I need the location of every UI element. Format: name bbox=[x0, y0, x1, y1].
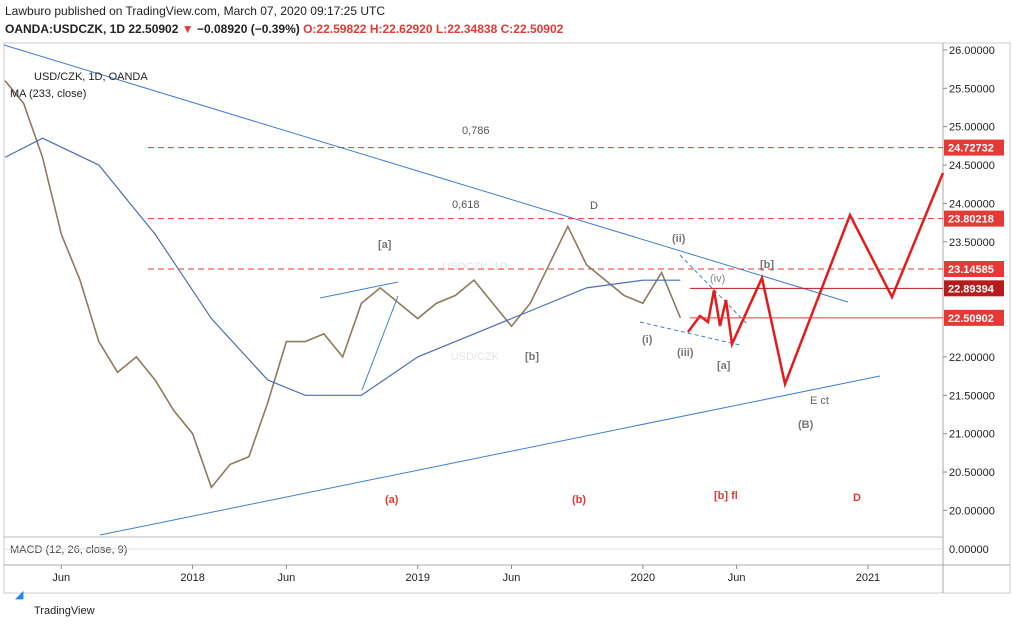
drawings bbox=[3, 44, 945, 536]
arrow: ▼ bbox=[182, 22, 194, 36]
change: −0.08920 (−0.39%) bbox=[197, 22, 300, 36]
wave-label: 0,618 bbox=[452, 199, 480, 211]
y-tick-label: 26.00000 bbox=[949, 45, 995, 57]
trend-line bbox=[361, 295, 399, 391]
y-tick-label: 22.00000 bbox=[949, 352, 995, 364]
y-tick-label: 25.50000 bbox=[949, 83, 995, 95]
y-tick-label: 25.00000 bbox=[949, 122, 995, 134]
wave-label: (b) bbox=[572, 494, 586, 506]
y-tick-label: 24.00000 bbox=[949, 198, 995, 210]
y-tick-label: 23.50000 bbox=[949, 237, 995, 249]
y-tick-label: 20.50000 bbox=[949, 467, 995, 479]
trend-line bbox=[99, 375, 881, 536]
wave-label: (ii) bbox=[672, 233, 686, 245]
wave-label: (B) bbox=[798, 419, 814, 431]
watermark-sub: USD/CZK bbox=[451, 351, 500, 363]
projection bbox=[687, 172, 945, 389]
footer: TradingView bbox=[34, 605, 95, 617]
price-level-label: 24.72732 bbox=[948, 143, 994, 155]
macd-title: MACD (12, 26, close, 9) bbox=[10, 544, 127, 556]
frame bbox=[3, 42, 1011, 594]
x-tick-label: 2019 bbox=[405, 572, 429, 584]
x-tick-label: Jun bbox=[503, 572, 521, 584]
close: C:22.50902 bbox=[501, 22, 564, 36]
price-level-box bbox=[944, 139, 1004, 156]
macd-tick-label: 0.00000 bbox=[949, 544, 989, 556]
wave-label: (iii) bbox=[677, 347, 694, 359]
watermark: USDCZK, 1D bbox=[442, 261, 507, 273]
trend-line bbox=[679, 254, 749, 326]
y-tick-label: 21.00000 bbox=[949, 429, 995, 441]
price-level-label: 23.14585 bbox=[948, 264, 994, 276]
legend-entry: MA (233, close) bbox=[10, 88, 86, 100]
wave-label: [b] bbox=[760, 259, 774, 271]
x-tick-label: 2018 bbox=[180, 572, 204, 584]
high: H:22.62920 bbox=[370, 22, 433, 36]
legend-title: USD/CZK, 1D, OANDA bbox=[34, 71, 148, 83]
price-line bbox=[4, 80, 682, 490]
x-tick-label: 2020 bbox=[631, 572, 655, 584]
wave-label: 0,786 bbox=[462, 125, 490, 137]
wave-label: (a) bbox=[385, 494, 399, 506]
x-tick-label: Jun bbox=[278, 572, 296, 584]
x-tick-label: Jun bbox=[728, 572, 746, 584]
price-level-label: 23.80218 bbox=[948, 214, 994, 226]
price-level-label: 22.89394 bbox=[948, 283, 995, 295]
low: L:22.34838 bbox=[436, 22, 498, 36]
wave-label: [b] bbox=[525, 351, 539, 363]
wave-label: D bbox=[853, 492, 861, 504]
footer-logo-icon: ◢ bbox=[15, 589, 24, 601]
price-level-box bbox=[944, 280, 1004, 297]
trend-line bbox=[639, 321, 741, 346]
y-tick-label: 21.50000 bbox=[949, 390, 995, 402]
symbol-line: OANDA:USDCZK, 1D 22.50902 ▼ −0.08920 (−0… bbox=[5, 22, 564, 36]
price-level-box bbox=[944, 260, 1004, 277]
published-line: Lawburo published on TradingView.com, Ma… bbox=[5, 4, 385, 18]
price-level-label: 22.50902 bbox=[948, 313, 994, 325]
last-price: 22.50902 bbox=[128, 22, 178, 36]
symbol: OANDA:USDCZK, 1D bbox=[5, 22, 125, 36]
x-tick-label: 2021 bbox=[856, 572, 880, 584]
price-level-box bbox=[944, 309, 1004, 326]
wave-label: [a] bbox=[378, 239, 392, 251]
y-tick-label: 20.00000 bbox=[949, 505, 995, 517]
price-level-box bbox=[944, 210, 1004, 227]
wave-label: (i) bbox=[642, 334, 653, 346]
trend-line bbox=[319, 281, 399, 299]
x-tick-label: Jun bbox=[52, 572, 70, 584]
open: O:22.59822 bbox=[303, 22, 367, 36]
wave-label: [a] bbox=[717, 360, 731, 372]
wave-label: D bbox=[590, 200, 598, 212]
trend-line bbox=[3, 44, 849, 303]
y-tick-label: 24.50000 bbox=[949, 160, 995, 172]
price-line bbox=[4, 137, 681, 396]
wave-label: (iv) bbox=[710, 273, 725, 285]
wave-label: [b] fl bbox=[714, 490, 738, 502]
wave-label: E ct bbox=[810, 395, 829, 407]
